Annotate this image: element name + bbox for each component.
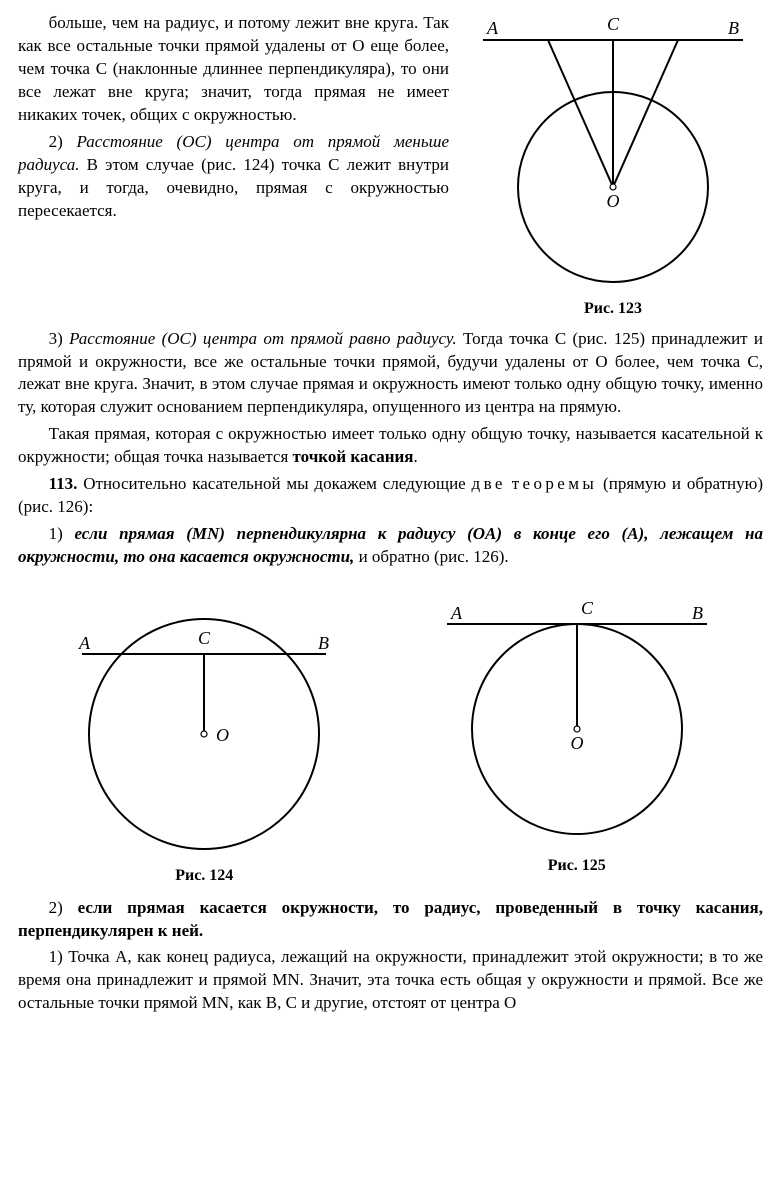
p2-lead: 2): [49, 132, 77, 151]
paragraph-8: 1) Точка A, как конец радиуса, лежащий н…: [18, 946, 763, 1015]
paragraph-6: 1) если прямая (MN) перпендикулярна к ра…: [18, 523, 763, 569]
svg-text:B: B: [318, 633, 329, 653]
svg-text:A: A: [450, 603, 463, 623]
figure-123-caption: Рис. 123: [463, 298, 763, 320]
figure-125: A B C O Рис. 125: [427, 589, 727, 877]
p3-italic: Расстояние (OC) центра от прямой равно р…: [69, 329, 457, 348]
figure-124-svg: A B C O: [54, 589, 354, 859]
p5-a: Относительно касательной мы докажем след…: [77, 474, 471, 493]
p5-spaced1: две: [472, 474, 506, 493]
p4-b: точкой касания: [293, 447, 414, 466]
p2-rest: В этом случае (рис. 124) точка C лежит в…: [18, 155, 449, 220]
p7-a: 2): [49, 898, 78, 917]
svg-text:C: C: [607, 14, 620, 34]
p6-c: и обратно (рис. 126).: [354, 547, 508, 566]
svg-text:A: A: [486, 18, 499, 38]
svg-text:C: C: [581, 598, 594, 618]
svg-text:O: O: [216, 725, 229, 745]
figure-124: A B C O Рис. 124: [54, 589, 354, 887]
p4-c: .: [413, 447, 417, 466]
paragraph-5: 113. Относительно касательной мы докажем…: [18, 473, 763, 519]
p6-a: 1): [49, 524, 75, 543]
p7-b: если прямая касается окружности, то ради…: [18, 898, 763, 940]
paragraph-4: Такая прямая, которая с окружностью имее…: [18, 423, 763, 469]
paragraph-7: 2) если прямая касается окружности, то р…: [18, 897, 763, 943]
figure-row: A B C O Рис. 124 A B C O Рис. 125: [18, 589, 763, 887]
svg-text:O: O: [607, 191, 620, 211]
paragraph-3: 3) Расстояние (OC) центра от прямой равн…: [18, 328, 763, 420]
figure-123: A B C O Рис. 123: [463, 12, 763, 320]
svg-text:C: C: [198, 628, 211, 648]
figure-125-caption: Рис. 125: [427, 855, 727, 877]
p5-spaced2: теоремы: [512, 474, 598, 493]
p3-lead: 3): [49, 329, 69, 348]
svg-text:B: B: [728, 18, 739, 38]
section-number: 113.: [49, 474, 78, 493]
svg-text:B: B: [692, 603, 703, 623]
figure-123-svg: A B C O: [463, 12, 763, 292]
figure-124-caption: Рис. 124: [54, 865, 354, 887]
svg-text:A: A: [78, 633, 91, 653]
svg-text:O: O: [570, 733, 583, 753]
figure-125-svg: A B C O: [427, 589, 727, 849]
